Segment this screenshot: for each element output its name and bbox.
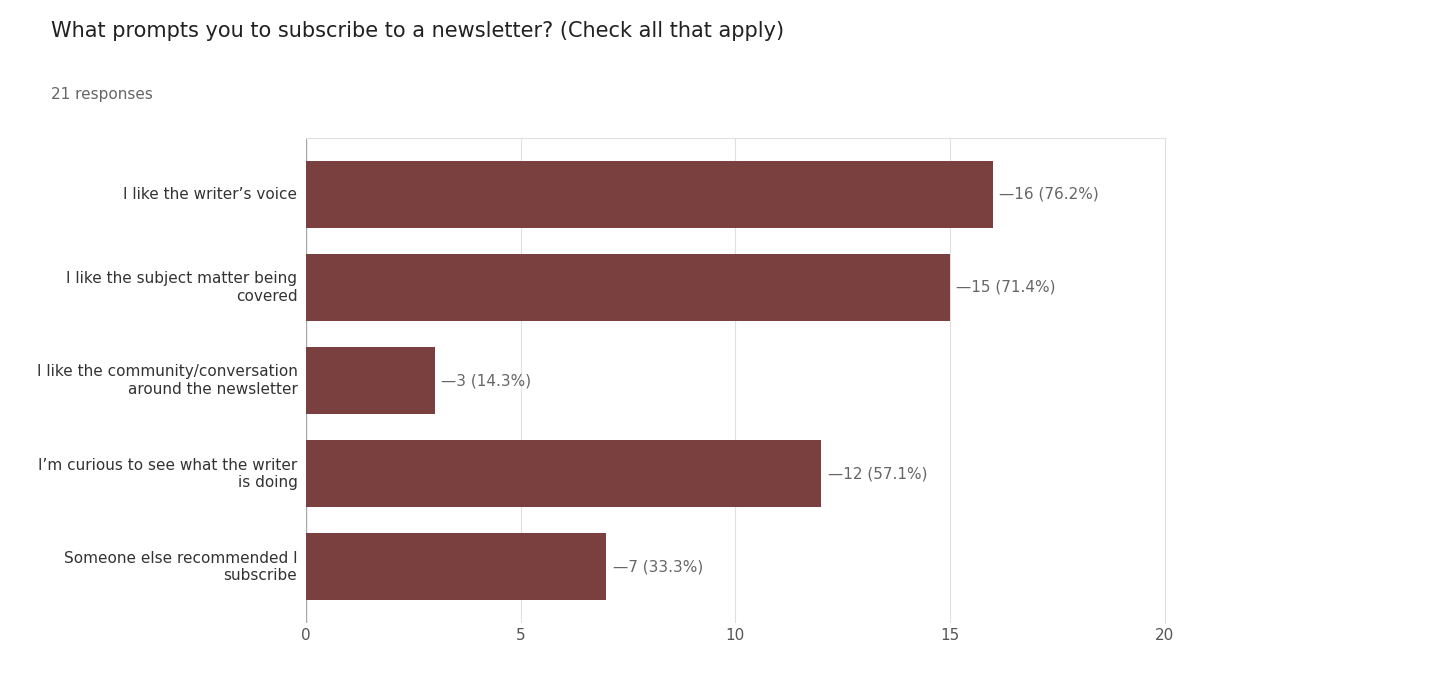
Text: —12 (57.1%): —12 (57.1%)	[827, 466, 927, 481]
Text: —16 (76.2%): —16 (76.2%)	[999, 187, 1099, 202]
Text: —7 (33.3%): —7 (33.3%)	[613, 559, 703, 574]
Bar	[306, 161, 993, 228]
Text: —15 (71.4%): —15 (71.4%)	[957, 280, 1056, 295]
Bar	[306, 254, 951, 321]
Text: What prompts you to subscribe to a newsletter? (Check all that apply): What prompts you to subscribe to a newsl…	[51, 21, 785, 41]
Bar	[306, 440, 821, 507]
Text: —3 (14.3%): —3 (14.3%)	[441, 373, 531, 388]
Text: 21 responses: 21 responses	[51, 86, 153, 102]
Bar	[306, 347, 434, 414]
Bar	[306, 534, 607, 601]
